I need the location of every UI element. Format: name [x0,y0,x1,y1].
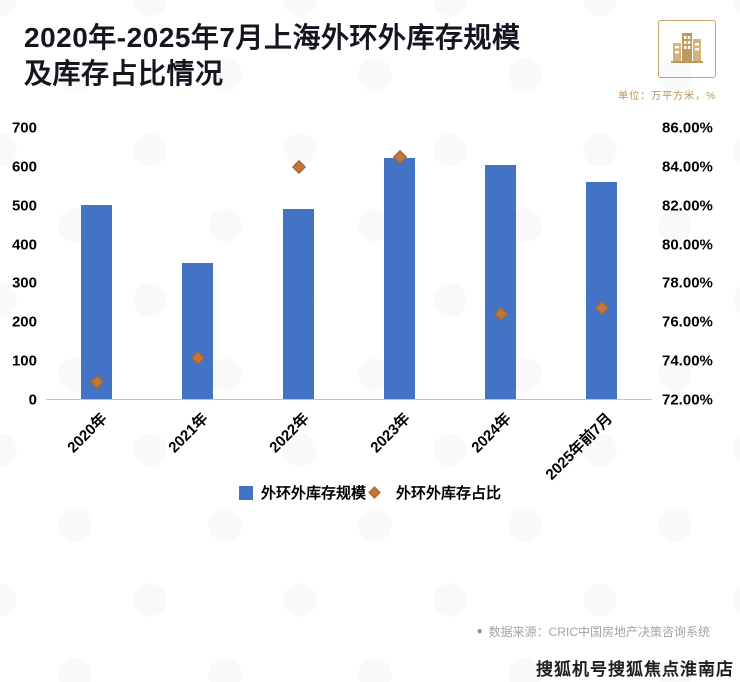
right-axis-tick: 78.00% [662,274,713,292]
x-axis-slot: 2020年 [46,400,147,480]
legend-item: 外环外库存占比 [368,482,502,503]
data-source: ● 数据来源：CRIC中国房地产决策咨询系统 [477,623,710,640]
right-axis-tick: 80.00% [662,236,713,254]
bar-slot [450,128,551,399]
x-axis-slot: 2022年 [248,400,349,480]
ratio-point [291,159,306,174]
legend-label: 外环外库存占比 [396,485,502,502]
x-axis: 2020年 2021年 2022年 2023年 2024年 2025年前7月 [46,400,652,483]
x-axis-slot: 2021年 [147,400,248,480]
left-axis-tick: 0 [28,391,37,409]
bar-slot [147,128,248,399]
brand-block: 单位：万平方米，% [618,20,716,102]
logo-box [658,20,716,78]
inventory-bar [283,209,314,399]
right-axis-tick: 72.00% [662,391,713,409]
left-axis-tick: 300 [11,274,37,292]
x-axis-label: 2023年 [367,410,414,457]
left-axis-tick: 500 [11,197,37,215]
inventory-bar [182,262,213,399]
page-title: 2020年-2025年7月上海外环外库存规模 及库存占比情况 [24,20,520,92]
x-axis-label: 2024年 [468,410,515,457]
left-axis: 700 600 500 400 300 200 100 0 [0,120,46,409]
title-line-2: 及库存占比情况 [24,57,224,89]
source-text: 数据来源：CRIC中国房地产决策咨询系统 [488,625,710,639]
bullet-icon: ● [476,626,483,637]
bar-slot [46,128,147,399]
left-axis-tick: 600 [11,158,37,176]
x-axis-label: 2020年 [64,410,111,457]
right-axis: 86.00% 84.00% 82.00% 80.00% 78.00% 76.00% 74.0… [652,120,740,409]
left-axis-tick: 100 [11,352,37,370]
bar-slot [349,128,450,399]
right-axis-tick: 74.00% [662,352,713,370]
chart: 700 600 500 400 300 200 100 0 86.00% 84.00% 82.00… [0,120,740,503]
bar-slot [551,128,652,399]
building-icon [669,29,705,70]
inventory-bar [81,205,112,399]
x-axis-slot: 2025年前7月 [542,400,652,483]
title-line-1: 2020年-2025年7月上海外环外库存规模 [24,22,521,53]
right-axis-tick: 86.00% [662,119,713,137]
right-axis-tick: 84.00% [662,158,713,176]
plot-area [46,128,652,400]
legend: 外环外库存规模 外环外库存占比 [0,482,740,503]
diamond-marker [368,486,381,499]
left-axis-tick: 200 [11,313,37,331]
legend-item: 外环外库存规模 [238,482,366,503]
inventory-bar [586,182,617,399]
chart-header: 2020年-2025年7月上海外环外库存规模 及库存占比情况 [0,0,740,102]
square-marker [238,485,253,500]
inventory-bar [384,158,415,399]
legend-label: 外环外库存规模 [260,485,366,502]
left-axis-tick: 400 [11,236,37,254]
left-axis-tick: 700 [11,119,37,137]
x-axis-label: 2025年前7月 [542,410,616,484]
unit-note: 单位：万平方米，% [618,91,716,102]
plot-row: 700 600 500 400 300 200 100 0 86.00% 84.00% 82.00… [0,120,740,409]
bar-slot [248,128,349,399]
x-axis-slot: 2023年 [349,400,450,480]
watermark-text: 搜狐机号搜狐焦点淮南店 [536,660,734,679]
x-axis-slot: 2024年 [450,400,551,480]
x-axis-label: 2022年 [266,410,313,457]
right-axis-tick: 76.00% [662,313,713,331]
inventory-bar [485,164,516,399]
x-axis-label: 2021年 [165,410,212,457]
right-axis-tick: 82.00% [662,197,713,215]
